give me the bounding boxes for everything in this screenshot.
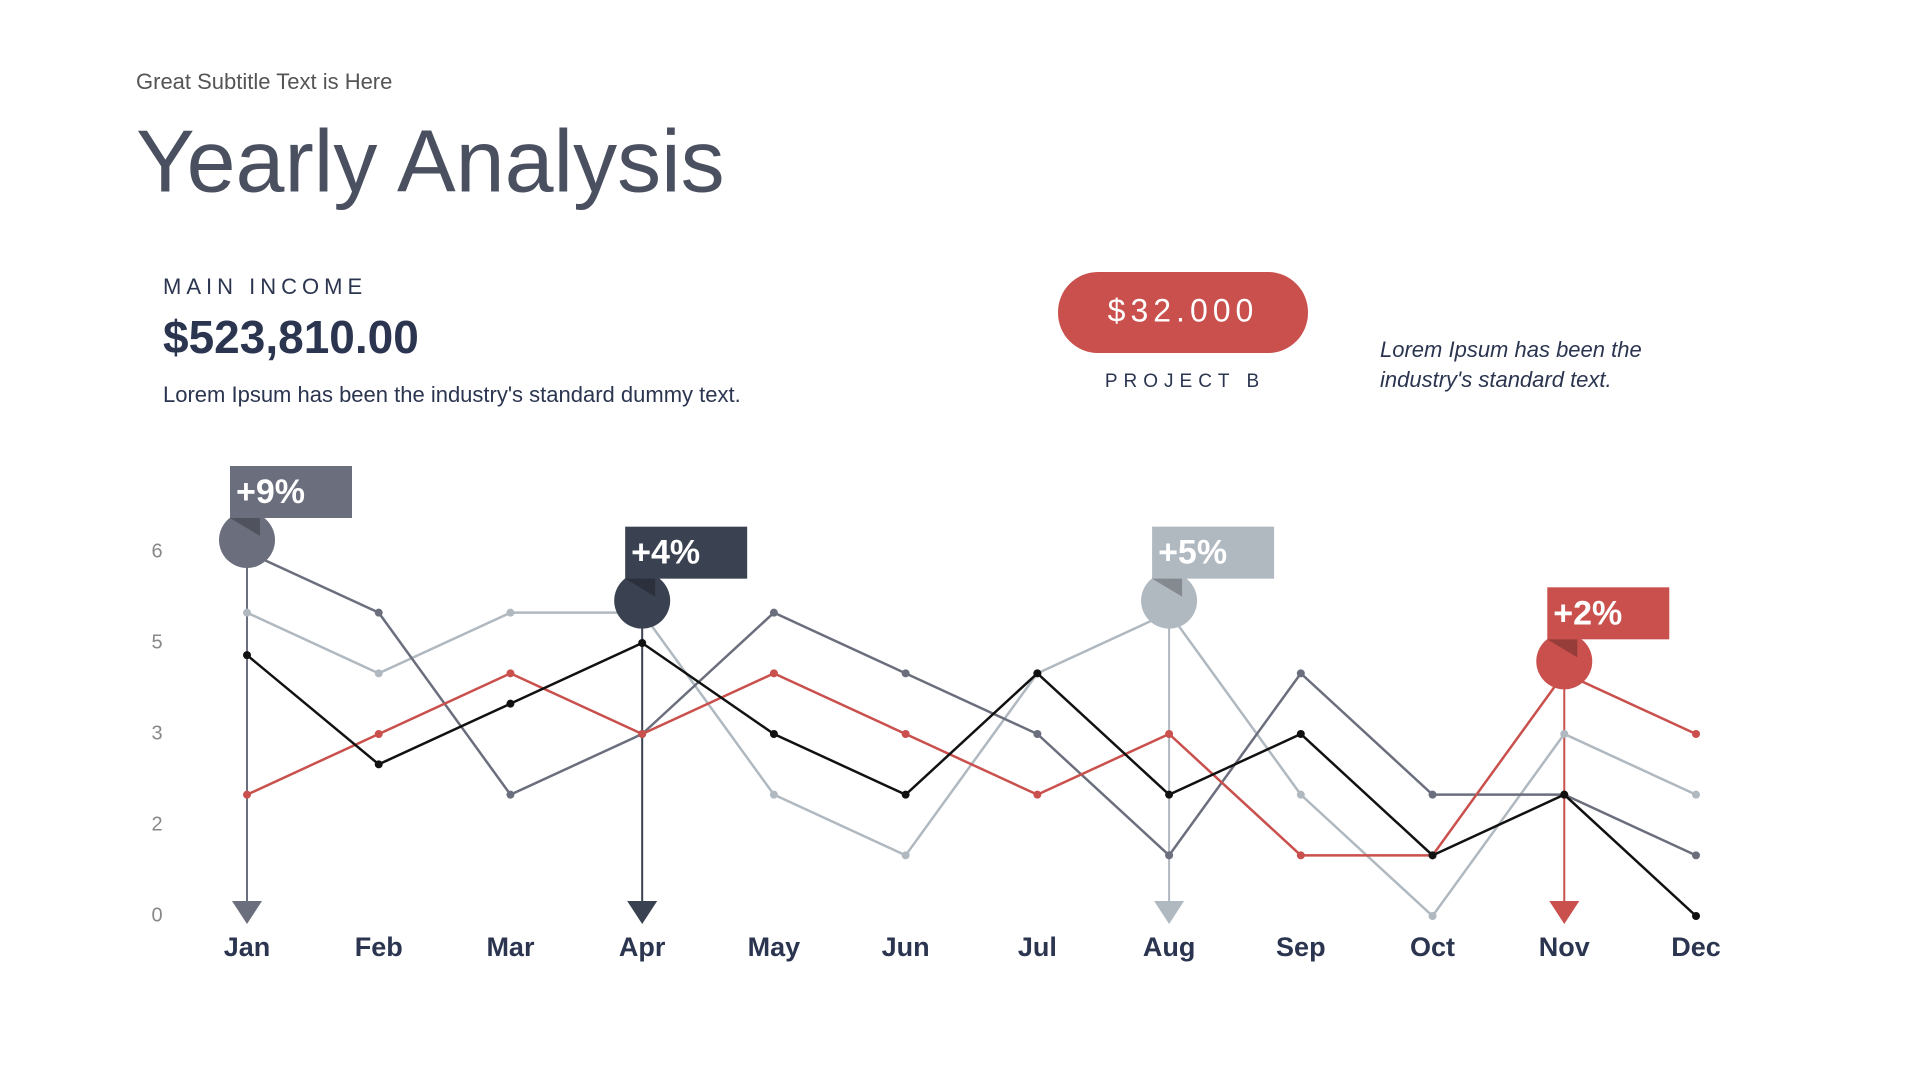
annotation-flag (625, 526, 748, 579)
series-point (638, 639, 647, 647)
badge-value: $32.000 (1108, 292, 1259, 328)
annotation-label: +2% (1553, 594, 1622, 632)
x-tick-label: Oct (1410, 932, 1455, 962)
series-point (1692, 730, 1700, 738)
series-point (506, 669, 515, 678)
series-point (1296, 730, 1305, 738)
x-tick-label: May (748, 932, 801, 962)
series-point (506, 790, 515, 799)
series-point (374, 730, 383, 738)
x-tick-label: Apr (619, 932, 666, 962)
x-tick-label: Aug (1143, 932, 1195, 962)
series-point (374, 608, 383, 617)
series-point (374, 669, 383, 678)
annotation-fold (1547, 639, 1578, 658)
series-point (1033, 669, 1042, 678)
series-point (243, 608, 251, 617)
series-point (1692, 790, 1700, 799)
annotation-dot (219, 512, 275, 568)
series-point (1296, 851, 1305, 860)
series-point (901, 730, 910, 738)
annotation-flag (1547, 587, 1670, 640)
annotation-label: +9% (236, 473, 305, 511)
title: Yearly Analysis (136, 111, 725, 210)
series-point (1296, 790, 1305, 799)
x-tick-label: Jul (1018, 932, 1057, 962)
annotation-flag (1152, 526, 1275, 579)
series-point (1428, 790, 1437, 799)
annotation-arrow (1549, 901, 1580, 924)
annotation-label: +5% (1158, 534, 1227, 572)
series-point (1033, 790, 1042, 799)
series-point (1165, 730, 1174, 738)
series-point (1165, 851, 1174, 860)
series-point (769, 608, 778, 617)
series-point (1560, 790, 1569, 799)
series-point (901, 851, 910, 860)
x-tick-label: Feb (355, 932, 403, 962)
annotation-arrow (627, 901, 658, 924)
kpi-description: Lorem Ipsum has been the industry's stan… (163, 382, 741, 407)
annotation-fold (625, 578, 656, 597)
series-point (638, 730, 647, 738)
x-tick-label: Nov (1539, 932, 1590, 962)
series-point (1428, 912, 1437, 920)
series-line (246, 550, 1697, 858)
x-tick-label: Mar (486, 932, 535, 962)
x-tick-label: Jun (882, 932, 930, 962)
note-line: Lorem Ipsum has been the (1380, 337, 1642, 362)
y-tick-label: 0 (151, 904, 162, 926)
series-line (246, 641, 1697, 917)
annotation-fold (230, 518, 260, 536)
annotation-fold (1152, 578, 1183, 597)
kpi-label: MAIN INCOME (163, 274, 367, 299)
x-tick-label: Sep (1276, 932, 1326, 962)
series-point (1428, 851, 1437, 860)
series-point (901, 669, 910, 678)
y-tick-label: 5 (151, 631, 162, 653)
y-tick-label: 3 (151, 722, 162, 744)
series-point (1560, 730, 1569, 738)
y-tick-label: 2 (151, 813, 162, 835)
subtitle: Great Subtitle Text is Here (136, 69, 392, 94)
y-tick-label: 6 (151, 540, 162, 562)
annotation-arrow (232, 901, 262, 924)
series-point (1296, 669, 1305, 678)
series-point (1033, 730, 1042, 738)
note-line: industry's standard text. (1380, 367, 1612, 392)
series-point (243, 651, 251, 660)
annotation-dot (1141, 572, 1198, 629)
badge-label: PROJECT B (1105, 371, 1265, 392)
series-point (1165, 790, 1174, 799)
series-point (243, 790, 251, 799)
kpi-value: $523,810.00 (163, 311, 419, 363)
x-tick-label: Dec (1671, 932, 1721, 962)
series-point (901, 790, 910, 799)
series-point (769, 730, 778, 738)
x-tick-label: Jan (224, 932, 271, 962)
badge-pill (1058, 272, 1308, 353)
annotation-label: +4% (631, 534, 700, 572)
series-line (246, 671, 1697, 857)
series-point (374, 760, 383, 769)
annotation-flag (230, 466, 352, 518)
annotation-dot (614, 572, 671, 629)
series-point (506, 699, 515, 708)
annotation-arrow (1154, 901, 1185, 924)
series-point (1692, 912, 1700, 920)
series-point (769, 669, 778, 678)
annotation-dot (1536, 633, 1593, 690)
series-point (1692, 851, 1700, 860)
series-point (769, 790, 778, 799)
series-point (506, 608, 515, 617)
